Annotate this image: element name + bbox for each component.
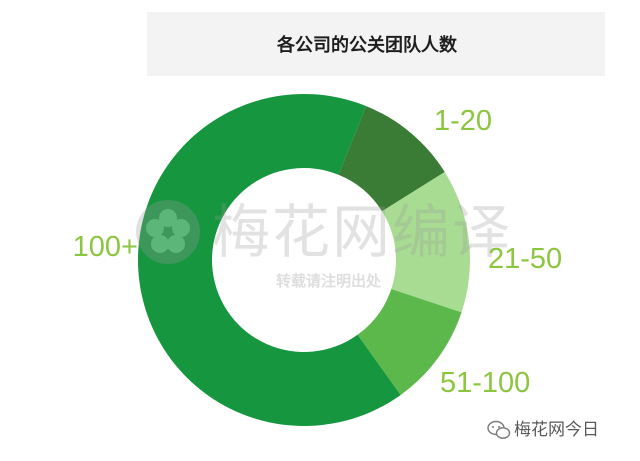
chart-title-box: 各公司的公关团队人数 (147, 12, 605, 76)
slice-label-21-50: 21-50 (488, 243, 562, 275)
watermark-subtext: 转载请注明出处 (276, 272, 382, 290)
footer: 梅花网今日 (487, 420, 599, 440)
chart-title: 各公司的公关团队人数 (277, 35, 457, 56)
footer-text: 梅花网今日 (514, 420, 599, 440)
watermark-logo-icon (136, 200, 200, 264)
slice-label-100plus: 100+ (73, 231, 138, 263)
donut-slice-1-20 (338, 106, 445, 212)
wechat-icon (487, 420, 511, 439)
donut-slice-21-50 (382, 172, 470, 313)
watermark-text: 梅花网编译 (212, 198, 512, 266)
donut-slices (137, 93, 470, 427)
donut-slice-100plus (137, 93, 401, 427)
donut-slice-51-100 (357, 289, 462, 395)
watermark: 梅花网编译 转载请注明出处 (136, 198, 512, 290)
slice-label-1-20: 1-20 (434, 105, 492, 137)
slice-labels: 1-20 21-50 51-100 100+ (73, 105, 563, 399)
slice-label-51-100: 51-100 (440, 367, 530, 399)
